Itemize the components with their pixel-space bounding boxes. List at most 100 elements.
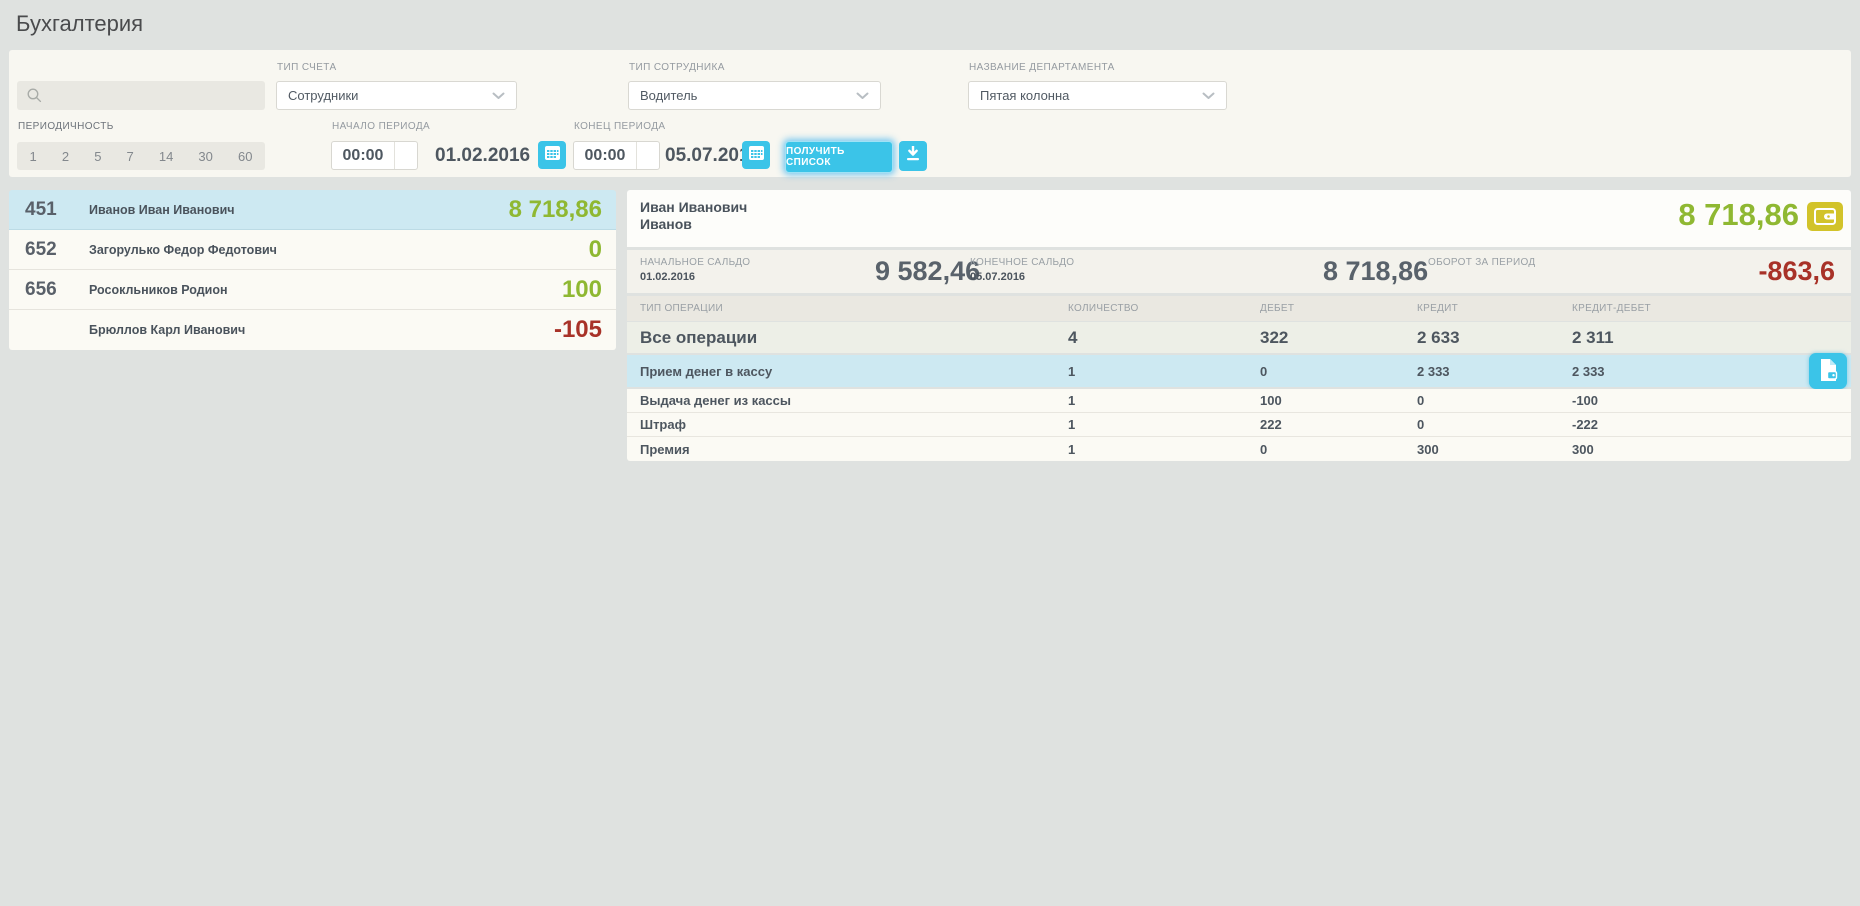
account-balance: 0 — [588, 235, 602, 263]
period-end-time-seconds[interactable] — [636, 142, 659, 169]
employee-type-value: Водитель — [640, 88, 698, 103]
search-input[interactable] — [49, 87, 265, 104]
column-credit-debit: КРЕДИТ-ДЕБЕТ — [1572, 303, 1651, 314]
account-type-value: Сотрудники — [288, 88, 359, 103]
periodicity-option-1[interactable]: 1 — [29, 148, 37, 164]
operation-count: 4 — [1068, 327, 1078, 347]
periodicity-option-5[interactable]: 5 — [94, 148, 102, 164]
detail-header: Иван Иванович Иванов 8 718,86 — [627, 190, 1851, 247]
operation-debit: 0 — [1260, 363, 1268, 379]
operation-credit: 2 333 — [1417, 363, 1450, 379]
period-start-time-seconds[interactable] — [394, 142, 417, 169]
detail-balance: 8 718,86 — [1678, 197, 1799, 232]
periodicity-option-7[interactable]: 7 — [126, 148, 134, 164]
operation-credit: 0 — [1417, 393, 1425, 408]
column-operation-type: ТИП ОПЕРАЦИИ — [640, 303, 723, 314]
operation-type: Штраф — [640, 417, 686, 432]
period-start-time-input[interactable]: 00:00 — [331, 141, 418, 170]
turnover-label: ОБОРОТ ЗА ПЕРИОД — [1428, 257, 1536, 268]
account-row[interactable]: Брюллов Карл Иванович -105 — [9, 310, 616, 350]
page-title: Бухгалтерия — [16, 11, 144, 36]
chevron-down-icon — [856, 88, 869, 103]
operation-credit-debit: -222 — [1572, 417, 1599, 432]
account-type-select[interactable]: Сотрудники — [276, 81, 517, 110]
search-icon — [26, 87, 43, 104]
operation-type: Премия — [640, 441, 690, 457]
end-saldo-value: 8 718,86 — [1323, 256, 1429, 286]
account-balance: 8 718,86 — [508, 195, 602, 223]
periodicity-label: ПЕРИОДИЧНОСТЬ — [18, 121, 114, 132]
detail-name-line1: Иван Иванович — [640, 199, 748, 215]
operation-count: 1 — [1068, 417, 1076, 432]
start-saldo-value: 9 582,46 — [875, 256, 981, 286]
operations-row[interactable]: Прием денег в кассу 1 0 2 333 2 333 — [627, 353, 1851, 389]
calendar-icon — [748, 145, 764, 165]
period-end-label: КОНЕЦ ПЕРИОДА — [574, 121, 666, 132]
wallet-icon[interactable] — [1807, 202, 1843, 231]
account-type-label: ТИП СЧЕТА — [277, 62, 337, 73]
period-end-time-input[interactable]: 00:00 — [573, 141, 660, 170]
period-end-date[interactable]: 05.07.2016 — [665, 145, 761, 166]
employee-type-select[interactable]: Водитель — [628, 81, 881, 110]
operations-summary-row[interactable]: Все операции 4 322 2 633 2 311 — [627, 322, 1851, 353]
turnover-value: -863,6 — [1758, 256, 1835, 286]
start-saldo-label: НАЧАЛЬНОЕ САЛЬДО — [640, 257, 751, 268]
account-row[interactable]: 451 Иванов Иван Иванович 8 718,86 — [9, 190, 616, 230]
operations-row[interactable]: Премия 1 0 300 300 — [627, 437, 1851, 461]
account-balance: 100 — [561, 275, 602, 303]
account-name: Брюллов Карл Иванович — [89, 323, 246, 337]
periodicity-option-14[interactable]: 14 — [158, 148, 174, 164]
operation-count: 1 — [1068, 393, 1076, 408]
export-report-button[interactable] — [1809, 353, 1847, 389]
account-name: Загорулько Федор Федотович — [89, 242, 277, 257]
period-start-date[interactable]: 01.02.2016 — [435, 145, 531, 166]
account-name: Иванов Иван Иванович — [89, 202, 235, 217]
operations-row[interactable]: Выдача денег из кассы 1 100 0 -100 — [627, 389, 1851, 413]
account-id: 652 — [25, 238, 57, 260]
period-start-label: НАЧАЛО ПЕРИОДА — [332, 121, 431, 132]
operation-credit-debit: -100 — [1572, 393, 1599, 408]
period-end-time-value: 00:00 — [584, 146, 626, 164]
end-saldo-date: 05.07.2016 — [970, 271, 1026, 283]
operation-type: Прием денег в кассу — [640, 363, 773, 379]
saldo-strip: НАЧАЛЬНОЕ САЛЬДО 01.02.2016 9 582,46 КОН… — [627, 250, 1851, 293]
department-select[interactable]: Пятая колонна — [968, 81, 1227, 110]
periodicity-option-2[interactable]: 2 — [61, 148, 70, 164]
period-start-time-value: 00:00 — [342, 146, 384, 164]
account-row[interactable]: 652 Загорулько Федор Федотович 0 — [9, 230, 616, 270]
employee-type-label: ТИП СОТРУДНИКА — [629, 62, 725, 73]
get-list-button[interactable]: ПОЛУЧИТЬ СПИСОК — [785, 141, 893, 173]
operations-row[interactable]: Штраф 1 222 0 -222 — [627, 413, 1851, 437]
periodicity-option-60[interactable]: 60 — [237, 148, 253, 164]
operation-count: 1 — [1068, 363, 1076, 379]
chevron-down-icon — [1202, 88, 1215, 103]
search-box[interactable] — [17, 81, 265, 110]
operation-debit: 222 — [1260, 417, 1282, 432]
operation-credit: 2 633 — [1417, 327, 1460, 347]
account-name: Росокльников Родион — [89, 282, 228, 297]
end-saldo-label: КОНЕЧНОЕ САЛЬДО — [970, 257, 1075, 268]
column-debit: ДЕБЕТ — [1260, 303, 1295, 314]
detail-name-line2: Иванов — [640, 216, 692, 232]
department-value: Пятая колонна — [980, 88, 1070, 103]
operation-type: Все операции — [640, 327, 758, 347]
department-label: НАЗВАНИЕ ДЕПАРТАМЕНТА — [969, 62, 1115, 73]
operation-credit-debit: 2 333 — [1572, 363, 1605, 379]
operation-credit-debit: 300 — [1572, 441, 1594, 457]
periodicity-option-30[interactable]: 30 — [198, 148, 213, 164]
detail-account-name: Иван Иванович Иванов — [640, 199, 747, 233]
periodicity-bar: 1 2 5 7 14 30 60 — [17, 142, 265, 170]
operation-type: Выдача денег из кассы — [640, 393, 791, 408]
filter-panel: ТИП СЧЕТА Сотрудники ТИП СОТРУДНИКА Води… — [9, 50, 1851, 177]
operation-credit-debit: 2 311 — [1572, 327, 1614, 347]
start-saldo-date: 01.02.2016 — [640, 271, 696, 283]
period-start-calendar-button[interactable] — [538, 141, 566, 169]
period-end-calendar-button[interactable] — [742, 141, 770, 169]
chevron-down-icon — [492, 88, 505, 103]
account-row[interactable]: 656 Росокльников Родион 100 — [9, 270, 616, 310]
download-button[interactable] — [899, 141, 927, 171]
operation-credit: 300 — [1417, 441, 1439, 457]
operation-count: 1 — [1068, 441, 1076, 457]
account-id: 451 — [25, 198, 57, 220]
account-balance: -105 — [553, 316, 602, 343]
